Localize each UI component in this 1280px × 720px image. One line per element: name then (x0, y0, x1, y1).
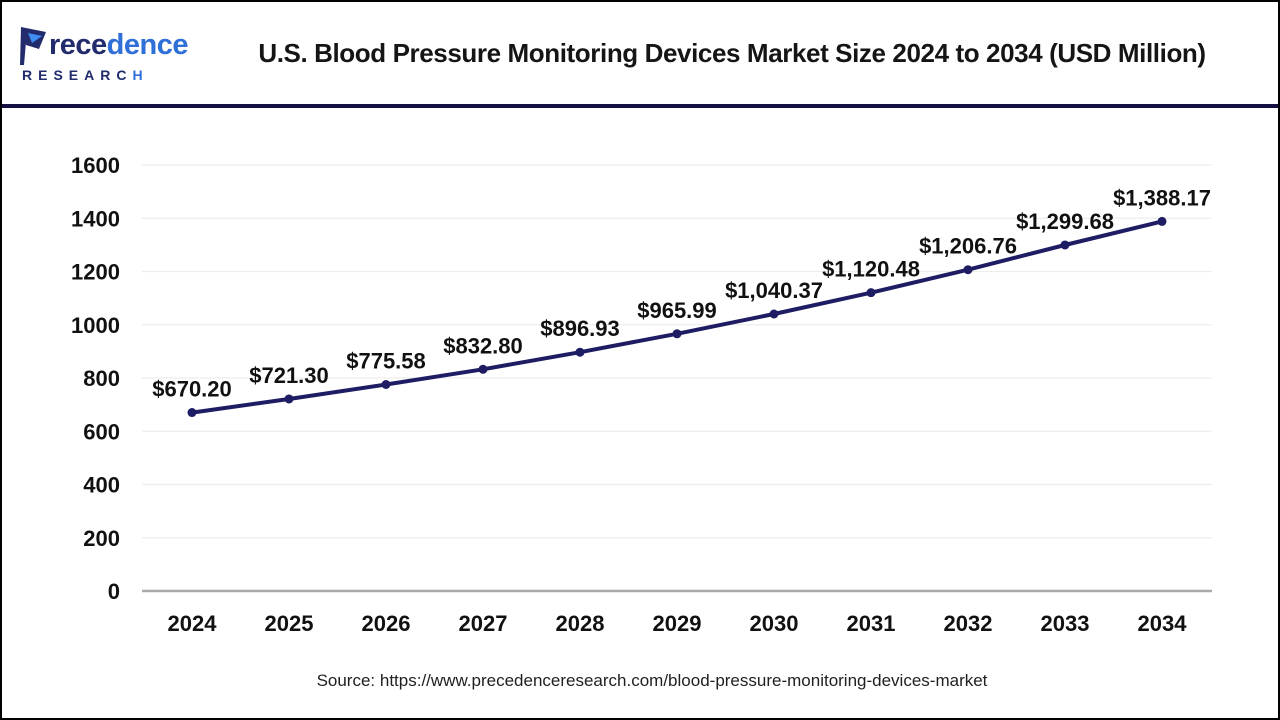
data-point-label: $896.93 (540, 316, 620, 341)
footer: Source: https://www.precedenceresearch.c… (2, 648, 1278, 714)
x-tick-label: 2024 (168, 611, 218, 636)
header: recedence RESEARCH U.S. Blood Pressure M… (2, 2, 1278, 108)
data-point-label: $721.30 (249, 363, 329, 388)
data-point-label: $1,040.37 (725, 278, 823, 303)
data-point-label: $1,206.76 (919, 234, 1017, 259)
x-tick-label: 2030 (750, 611, 799, 636)
chart-area: 0 200 400 600 800 1000 1200 1400 1600 2024 2025 202… (2, 108, 1278, 648)
data-point-label: $1,120.48 (822, 257, 920, 282)
y-tick-label: 200 (83, 526, 120, 551)
data-point-label: $965.99 (637, 298, 717, 323)
data-point (187, 408, 197, 418)
y-tick-label: 800 (83, 366, 120, 391)
data-point (769, 309, 779, 319)
logo-text-blue: dence (106, 28, 189, 61)
data-point (1060, 240, 1070, 250)
data-point (866, 288, 876, 298)
data-point (1157, 216, 1167, 226)
precedence-logo-icon (20, 27, 46, 65)
precedence-logo: recedence RESEARCH (18, 24, 196, 82)
page-title: U.S. Blood Pressure Monitoring Devices M… (258, 37, 1206, 68)
logo-text: recedence (49, 28, 189, 61)
x-tick-label: 2033 (1041, 611, 1090, 636)
x-tick-label: 2026 (362, 611, 411, 636)
data-point-label: $670.20 (152, 377, 232, 402)
x-tick-label: 2031 (847, 611, 896, 636)
y-tick-label: 400 (83, 473, 120, 498)
x-tick-label: 2029 (653, 611, 702, 636)
data-point (575, 347, 585, 357)
market-size-line-chart: 0 200 400 600 800 1000 1200 1400 1600 2024 2025 202… (71, 153, 1212, 636)
logo-wordmark: recedence (18, 24, 196, 66)
x-tick-label: 2025 (265, 611, 314, 636)
data-point-label: $1,388.17 (1113, 185, 1211, 210)
y-tick-label: 1600 (71, 153, 120, 178)
x-tick-label: 2034 (1138, 611, 1188, 636)
x-tick-label: 2027 (459, 611, 508, 636)
y-tick-label: 1000 (71, 313, 120, 338)
data-point (381, 380, 391, 390)
data-point (672, 329, 682, 339)
data-point (284, 394, 294, 404)
y-tick-label: 600 (83, 419, 120, 444)
data-point (963, 265, 973, 275)
data-point-label: $832.80 (443, 333, 523, 358)
y-tick-label: 1200 (71, 260, 120, 285)
y-tick-label: 0 (108, 579, 120, 604)
logo-subtitle: RESEARCH (22, 67, 149, 83)
x-tick-label: 2028 (556, 611, 605, 636)
x-tick-label: 2032 (944, 611, 993, 636)
logo-text-dark: rece (49, 28, 107, 61)
data-point-label: $1,299.68 (1016, 209, 1114, 234)
data-point (478, 364, 488, 374)
source-text: Source: https://www.precedenceresearch.c… (316, 671, 988, 690)
y-tick-label: 1400 (71, 206, 120, 231)
data-point-label: $775.58 (346, 349, 426, 374)
